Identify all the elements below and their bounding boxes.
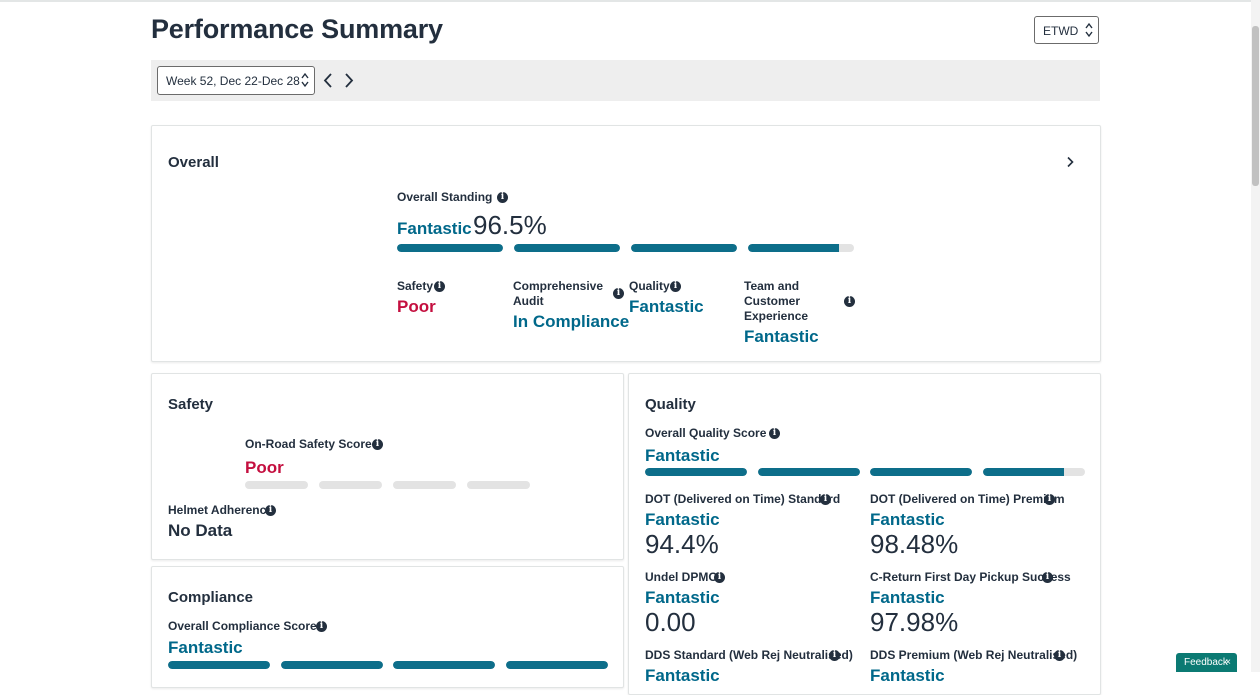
- progress-segment: [748, 244, 854, 252]
- page-scrollbar[interactable]: [1251, 0, 1260, 672]
- progress-segment: [757, 468, 860, 476]
- progress-segment: [505, 661, 608, 669]
- scrollbar-thumb[interactable]: [1252, 26, 1259, 186]
- info-icon[interactable]: i: [820, 494, 831, 505]
- info-icon[interactable]: i: [829, 650, 840, 661]
- week-select-value: Week 52, Dec 22-Dec 28: [166, 74, 300, 88]
- feedback-button[interactable]: Feedback ×: [1176, 653, 1237, 672]
- chevron-right-icon[interactable]: [342, 72, 356, 89]
- helmet-adherence-value: No Data: [168, 521, 233, 540]
- quality-score-rating: Fantastic: [645, 446, 720, 465]
- helmet-adherence-label: Helmet Adherence: [168, 503, 273, 517]
- info-icon[interactable]: i: [714, 572, 725, 583]
- progress-segment: [870, 468, 972, 476]
- overall-standing-value: 96.5%: [473, 210, 547, 240]
- quality-metric-label: C-Return First Day Pickup Success: [870, 570, 1071, 584]
- station-select[interactable]: ETWD: [1034, 16, 1099, 44]
- page-title: Performance Summary: [151, 14, 443, 44]
- progress-segment: [982, 468, 1085, 476]
- info-icon[interactable]: i: [497, 192, 508, 203]
- progress-segment: [393, 661, 495, 669]
- info-icon[interactable]: i: [265, 505, 276, 516]
- progress-segment: [280, 661, 383, 669]
- station-select-value: ETWD: [1043, 24, 1079, 38]
- progress-segment: [168, 661, 270, 669]
- compliance-card: Compliance Overall Compliance Score i Fa…: [151, 566, 624, 688]
- week-select[interactable]: Week 52, Dec 22-Dec 28: [157, 66, 315, 95]
- info-icon[interactable]: i: [670, 281, 681, 292]
- progress-segment: [631, 244, 737, 252]
- quality-metric-rating: Fantastic: [870, 666, 945, 685]
- compliance-score-rating: Fantastic: [168, 638, 243, 657]
- chevron-right-icon[interactable]: [1065, 156, 1075, 168]
- overall-metric-label: Quality: [629, 279, 670, 293]
- quality-metric-value: 98.48%: [870, 529, 959, 559]
- compliance-score-label: Overall Compliance Score: [168, 619, 317, 633]
- overall-standing-label: Overall Standing: [397, 190, 493, 204]
- quality-metric-rating: Fantastic: [870, 510, 945, 529]
- quality-metric-label: DOT (Delivered on Time) Standard: [645, 492, 841, 506]
- safety-card: Safety On-Road Safety Score i Poor Helme…: [151, 373, 624, 560]
- progress-segment: [514, 244, 620, 252]
- overall-metric-rating: In Compliance: [513, 312, 630, 331]
- progress-segment: [245, 481, 308, 489]
- quality-card: Quality Overall Quality Score i Fantasti…: [628, 373, 1101, 695]
- info-icon[interactable]: i: [613, 288, 624, 299]
- info-icon[interactable]: i: [844, 296, 855, 307]
- info-icon[interactable]: i: [434, 281, 445, 292]
- chevron-left-icon[interactable]: [321, 72, 335, 89]
- onroad-safety-rating: Poor: [245, 458, 284, 477]
- quality-metric-label: DDS Premium (Web Rej Neutralised): [870, 648, 1078, 662]
- week-toolbar: Week 52, Dec 22-Dec 28: [151, 60, 1100, 101]
- overall-metric-label: Comprehensive Audit: [513, 279, 604, 308]
- overall-metric-rating: Fantastic: [629, 297, 704, 316]
- quality-title: Quality: [645, 396, 696, 413]
- spinner-arrows-icon: [301, 72, 309, 88]
- quality-metric-rating: Fantastic: [645, 588, 720, 607]
- overall-metric-label: Team and Customer Experience: [744, 279, 809, 323]
- quality-metric-label: DOT (Delivered on Time) Premium: [870, 492, 1065, 506]
- overall-card: Overall Overall Standing i Fantastic 96.…: [151, 125, 1101, 362]
- onroad-safety-label: On-Road Safety Score: [245, 437, 372, 451]
- feedback-label: Feedback: [1184, 657, 1228, 668]
- quality-metric-value: 0.00: [645, 607, 696, 637]
- info-icon[interactable]: i: [769, 428, 780, 439]
- overall-standing-rating: Fantastic: [397, 219, 472, 238]
- overall-metric-rating: Fantastic: [744, 327, 819, 346]
- quality-metric-value: 97.98%: [870, 607, 959, 637]
- top-border: [0, 0, 1260, 2]
- safety-title: Safety: [168, 396, 214, 413]
- quality-metric-rating: Fantastic: [645, 510, 720, 529]
- overall-title: Overall: [168, 154, 219, 171]
- quality-metric-label: DDS Standard (Web Rej Neutralised): [645, 648, 853, 662]
- progress-segment: [467, 481, 530, 489]
- close-icon[interactable]: ×: [1225, 657, 1231, 668]
- progress-segment: [645, 468, 747, 476]
- spinner-arrows-icon: [1085, 22, 1093, 38]
- quality-metric-label: Undel DPMO: [645, 570, 718, 584]
- overall-metric-rating: Poor: [397, 297, 436, 316]
- info-icon[interactable]: i: [1044, 494, 1055, 505]
- quality-score-label: Overall Quality Score: [645, 426, 767, 440]
- progress-segment: [393, 481, 456, 489]
- progress-segment: [397, 244, 503, 252]
- info-icon[interactable]: i: [1054, 650, 1065, 661]
- quality-metric-value: 94.4%: [645, 529, 719, 559]
- info-icon[interactable]: i: [316, 621, 327, 632]
- progress-segment: [319, 481, 382, 489]
- info-icon[interactable]: i: [372, 439, 383, 450]
- quality-metric-rating: Fantastic: [870, 588, 945, 607]
- compliance-title: Compliance: [168, 589, 254, 606]
- quality-metric-rating: Fantastic: [645, 666, 720, 685]
- info-icon[interactable]: i: [1042, 572, 1053, 583]
- overall-metric-label: Safety: [397, 279, 434, 293]
